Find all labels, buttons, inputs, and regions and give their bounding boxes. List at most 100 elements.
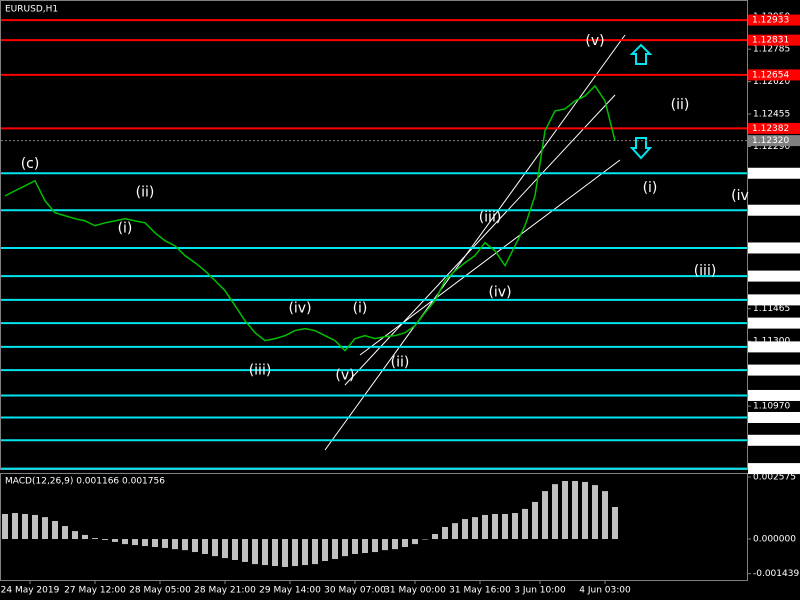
wave-label: (ii) — [671, 97, 690, 113]
price-label-box — [748, 317, 800, 329]
close-line — [4, 84, 616, 352]
price-label: 1.11631 — [752, 272, 789, 282]
macd-bar — [342, 539, 348, 557]
macd-bar — [202, 539, 208, 554]
macd-bar — [592, 485, 598, 540]
macd-bar — [72, 531, 78, 540]
macd-bar — [312, 539, 318, 565]
macd-bar — [142, 539, 148, 547]
price-label: 1.11153 — [752, 366, 789, 376]
macd-bar — [492, 513, 498, 540]
macd-bar — [162, 539, 168, 548]
macd-bar — [322, 539, 328, 561]
macd-bar — [392, 539, 398, 550]
x-tick-label: 29 May 14:00 — [259, 586, 321, 596]
price-label-box — [748, 69, 800, 81]
price-label: 1.11024 — [752, 391, 789, 401]
macd-bar — [442, 527, 448, 540]
price-label-box — [748, 341, 800, 353]
y-tick-label: 1.12455 — [753, 110, 790, 120]
macd-bar — [2, 513, 8, 540]
macd-frame — [0, 473, 748, 581]
y-tick-label: 1.11465 — [753, 304, 790, 314]
macd-bar — [22, 513, 28, 540]
price-label: 1.11774 — [752, 243, 789, 253]
macd-bar — [472, 517, 478, 540]
macd-bar — [552, 484, 558, 540]
macd-bar — [232, 539, 238, 561]
y-tick-label: 1.12620 — [753, 77, 790, 87]
wave-label: (iv) — [288, 301, 311, 317]
macd-bar — [152, 539, 158, 547]
x-tick-label: 27 May 12:00 — [64, 586, 126, 596]
macd-bar — [452, 523, 458, 540]
macd-bar — [262, 539, 268, 566]
macd-bar — [242, 539, 248, 562]
wave-label: (i) — [353, 301, 368, 317]
wave-label: (iii) — [694, 263, 717, 279]
x-tick-label: 4 Jun 03:00 — [579, 586, 631, 596]
macd-bar — [602, 491, 608, 540]
macd-bar — [212, 539, 218, 557]
macd-bar — [182, 539, 188, 551]
macd-bar — [112, 539, 118, 542]
wave-label: (ii) — [136, 185, 155, 201]
macd-title: MACD(12,26,9) 0.001166 0.001756 — [5, 477, 165, 487]
macd-bar — [582, 481, 588, 540]
price-label: 1.12654 — [752, 70, 789, 80]
macd-bar — [382, 539, 388, 551]
macd-bar — [562, 480, 568, 540]
price-label-box — [748, 364, 800, 376]
macd-bar — [272, 539, 278, 567]
chart-title: EURUSD,H1 — [5, 5, 58, 15]
price-label: 1.12831 — [752, 36, 789, 46]
macd-bar — [422, 539, 428, 540]
macd-bar — [362, 539, 368, 554]
x-tick-label: 31 May 00:00 — [384, 586, 446, 596]
macd-bar — [82, 534, 88, 540]
price-label-box — [748, 122, 800, 134]
y-tick-label: 0.000000 — [753, 535, 796, 545]
macd-bar — [332, 539, 338, 560]
channel-line — [324, 34, 626, 451]
price-label: 1.10912 — [752, 413, 789, 423]
y-tick-label: 0.002575 — [753, 473, 796, 483]
y-tick-label: -0.001439 — [753, 569, 799, 579]
macd-bar — [512, 513, 518, 540]
arrow-down — [629, 137, 653, 160]
wave-label: (iii) — [249, 363, 272, 379]
macd-bar — [32, 514, 38, 540]
macd-bar — [42, 517, 48, 540]
wave-label: (iii) — [479, 210, 502, 226]
macd-bar — [222, 539, 228, 559]
x-tick-label: 28 May 05:00 — [129, 586, 191, 596]
wave-label: (c) — [21, 156, 40, 172]
price-label: 1.10796 — [752, 436, 789, 446]
macd-bar — [252, 539, 258, 565]
price-label-box — [748, 14, 800, 26]
macd-bar — [482, 514, 488, 540]
wave-label: (v) — [335, 368, 354, 384]
macd-bar — [612, 507, 618, 540]
wave-label: (ii) — [391, 355, 410, 371]
arrow-up — [629, 43, 653, 65]
price-label: 1.10652 — [752, 464, 789, 474]
y-tick-label: 1.10970 — [753, 402, 790, 412]
price-label-box — [748, 167, 800, 179]
macd-bar — [282, 539, 288, 567]
y-tick-label: 1.12785 — [753, 45, 790, 55]
price-label: 1.11966 — [752, 206, 789, 216]
up-arrow — [629, 43, 653, 160]
macd-bar — [532, 501, 538, 540]
macd-bar — [192, 539, 198, 553]
x-tick-label: 31 May 16:00 — [449, 586, 511, 596]
macd-bar — [292, 539, 298, 567]
macd-bar — [172, 539, 178, 550]
macd-bar — [52, 520, 58, 540]
price-label: 1.11510 — [752, 295, 789, 305]
price-label: 1.11392 — [752, 319, 789, 329]
macd-bar — [352, 539, 358, 554]
price-label-box — [748, 434, 800, 446]
wave-label: (v) — [585, 33, 604, 49]
